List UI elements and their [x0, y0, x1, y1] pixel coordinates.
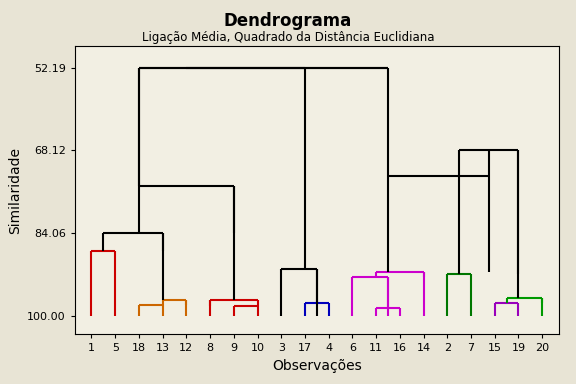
Text: Dendrograma: Dendrograma: [224, 12, 352, 30]
Text: Ligação Média, Quadrado da Distância Euclidiana: Ligação Média, Quadrado da Distância Euc…: [142, 31, 434, 44]
X-axis label: Observações: Observações: [272, 359, 362, 372]
Y-axis label: Similaridade: Similaridade: [7, 147, 22, 233]
